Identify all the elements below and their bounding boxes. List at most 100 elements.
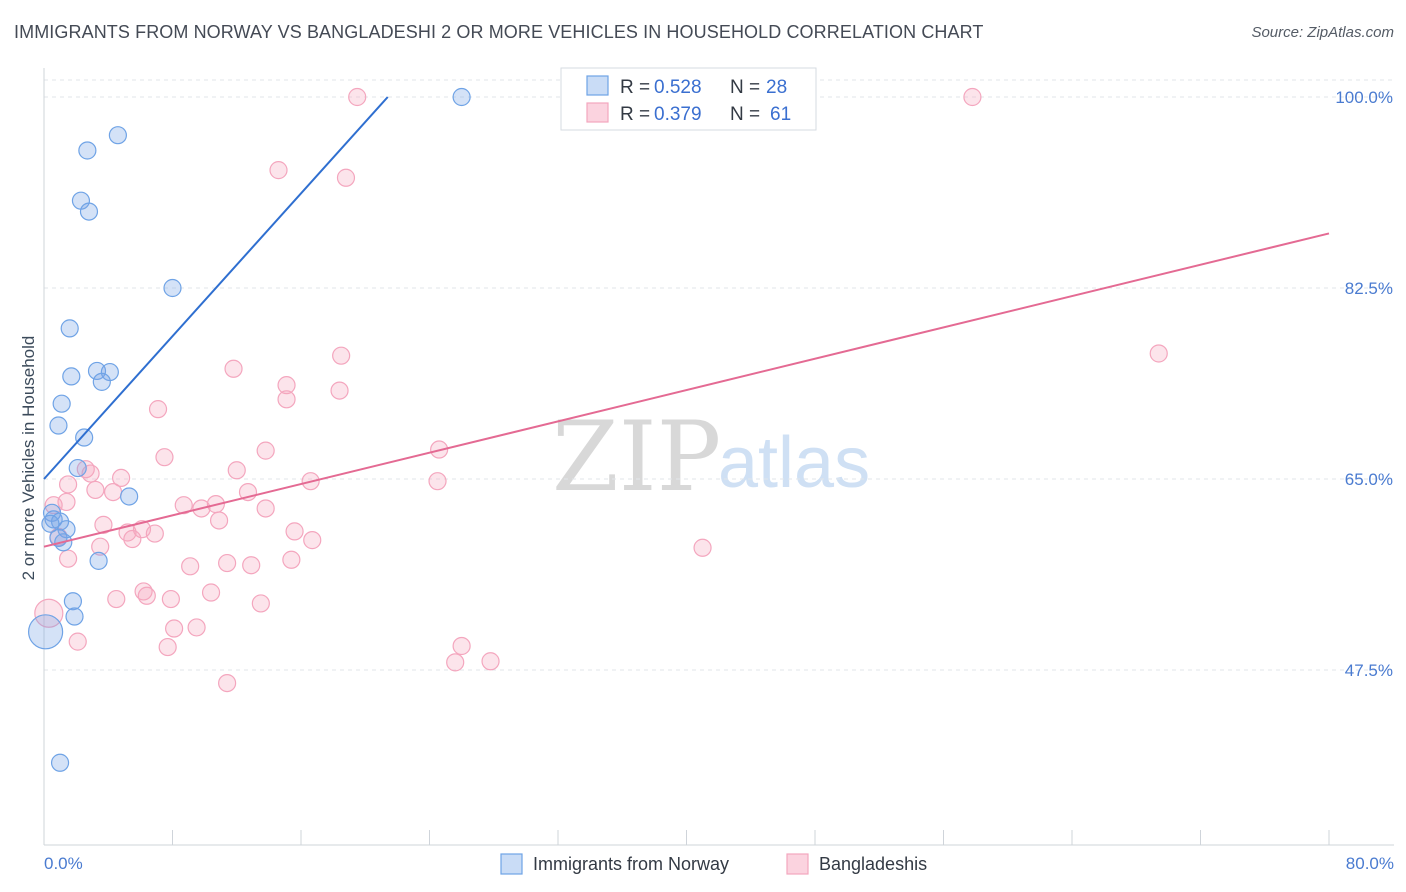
correlation-legend: R = 0.528 N = 28 R = 0.379 N = 61: [560, 67, 817, 131]
bangladeshi-point: [201, 583, 221, 602]
bangladeshi-point: [481, 652, 500, 671]
bangladeshi-point: [145, 524, 164, 543]
legend-r-value-1: 0.528: [654, 77, 702, 98]
norway-point: [78, 141, 97, 160]
norway-point: [62, 367, 81, 386]
bangladeshi-point: [58, 549, 78, 568]
watermark-zip: ZIP: [552, 401, 721, 513]
norway-point: [163, 278, 182, 298]
bangladeshi-point: [218, 673, 237, 693]
norway-point: [60, 319, 79, 338]
bangladeshi-point: [94, 515, 113, 534]
norway-point: [87, 361, 107, 381]
bangladeshi-point: [86, 480, 105, 500]
norway-point: [68, 458, 87, 478]
bangladeshi-point: [123, 529, 142, 549]
bangladeshi-point: [174, 496, 193, 515]
bangladeshi-point: [277, 390, 296, 409]
watermark-atlas: atlas: [718, 423, 870, 503]
chart-title: IMMIGRANTS FROM NORWAY VS BANGLADESHI 2 …: [14, 22, 984, 42]
y-axis-label: 2 or more Vehicles in Household: [19, 336, 38, 581]
bangladeshi-point: [103, 482, 123, 502]
legend-n-label-1: N =: [730, 77, 760, 98]
bangladeshi-point: [1149, 344, 1168, 363]
bottom-legend-label-bangladeshis: Bangladeshis: [819, 854, 927, 874]
bangladeshi-point: [111, 468, 131, 488]
bottom-legend-swatch-norway: [500, 853, 523, 875]
bangladeshi-point: [218, 553, 237, 573]
x-axis-ticks: [43, 830, 1330, 845]
y-tick-label: 47.5%: [1345, 661, 1393, 680]
bangladeshi-point: [209, 511, 229, 530]
bangladeshi-point: [187, 618, 206, 637]
legend-swatch-bangladeshis: [586, 102, 609, 123]
bangladeshi-point: [251, 594, 270, 613]
bangladeshi-point: [452, 636, 471, 656]
bangladeshi-point: [285, 522, 304, 541]
legend-n-label-2: N =: [730, 104, 760, 125]
legend-r-label-1: R =: [620, 77, 650, 98]
norway-point: [89, 551, 108, 570]
bangladeshi-point: [336, 168, 356, 187]
bottom-legend-label-norway: Immigrants from Norway: [533, 854, 729, 874]
norway-point: [28, 614, 64, 650]
norway-point: [49, 416, 68, 435]
bangladeshi-point: [91, 537, 110, 556]
bangladeshi-point: [282, 550, 301, 569]
bangladeshi-point: [68, 632, 87, 651]
norway-point: [108, 126, 127, 145]
bangladeshi-point: [332, 346, 351, 365]
bangladeshi-point: [303, 531, 322, 550]
legend-r-value-2: 0.379: [654, 104, 702, 125]
norway-point: [79, 202, 99, 221]
bangladeshi-point: [348, 87, 367, 107]
norway-trend-line: [43, 96, 389, 480]
series-legend: Immigrants from Norway Bangladeshis: [500, 853, 927, 875]
y-tick-label: 65.0%: [1345, 470, 1393, 489]
gridlines: [44, 79, 1394, 671]
bangladeshi-point: [44, 496, 63, 515]
bangladeshi-point: [161, 589, 180, 609]
bangladeshi-point: [34, 598, 64, 628]
bangladeshi-point: [107, 589, 126, 609]
series-bangladeshis: [34, 87, 1168, 693]
bangladeshi-point: [256, 499, 275, 518]
legend-r-label-2: R =: [620, 104, 650, 125]
bangladeshi-point: [693, 538, 712, 557]
bangladeshi-point: [277, 376, 296, 395]
legend-n-value-1: 28: [766, 77, 787, 98]
norway-point: [41, 514, 60, 533]
y-tick-label: 100.0%: [1335, 88, 1393, 107]
norway-point: [452, 87, 471, 107]
legend-n-value-2: 61: [770, 104, 791, 125]
bottom-legend-swatch-bangladeshis: [786, 853, 809, 875]
bangladeshi-point: [963, 87, 982, 107]
x-tick-label-max: 80.0%: [1346, 854, 1394, 873]
bangladeshi-point: [137, 586, 156, 605]
bangladeshi-point: [330, 381, 349, 400]
series-norway: [28, 87, 471, 772]
bangladeshi-point: [428, 472, 447, 491]
bangladeshi-point: [155, 448, 174, 467]
norway-point: [63, 592, 83, 611]
y-tick-labels: 47.5% 65.0% 82.5% 100.0%: [1335, 88, 1393, 680]
legend-swatch-norway: [586, 75, 609, 96]
bangladeshi-point: [256, 441, 275, 460]
source-label: Source: ZipAtlas.com: [1251, 24, 1394, 41]
y-tick-label: 82.5%: [1345, 279, 1393, 298]
bangladeshi-point: [165, 619, 184, 638]
norway-point: [52, 394, 71, 413]
bangladeshi-point: [269, 161, 288, 180]
bangladeshi-point: [242, 556, 261, 575]
norway-point: [120, 487, 139, 506]
bangladeshi-point: [58, 475, 78, 494]
bangladeshi-point: [446, 653, 465, 672]
norway-point: [92, 372, 111, 391]
bangladeshi-point: [181, 557, 200, 576]
bangladeshi-point: [224, 359, 243, 378]
norway-point: [65, 607, 84, 626]
bangladeshi-trend-line: [43, 232, 1330, 548]
x-tick-label-min: 0.0%: [44, 854, 83, 873]
bangladeshi-point: [158, 637, 177, 657]
